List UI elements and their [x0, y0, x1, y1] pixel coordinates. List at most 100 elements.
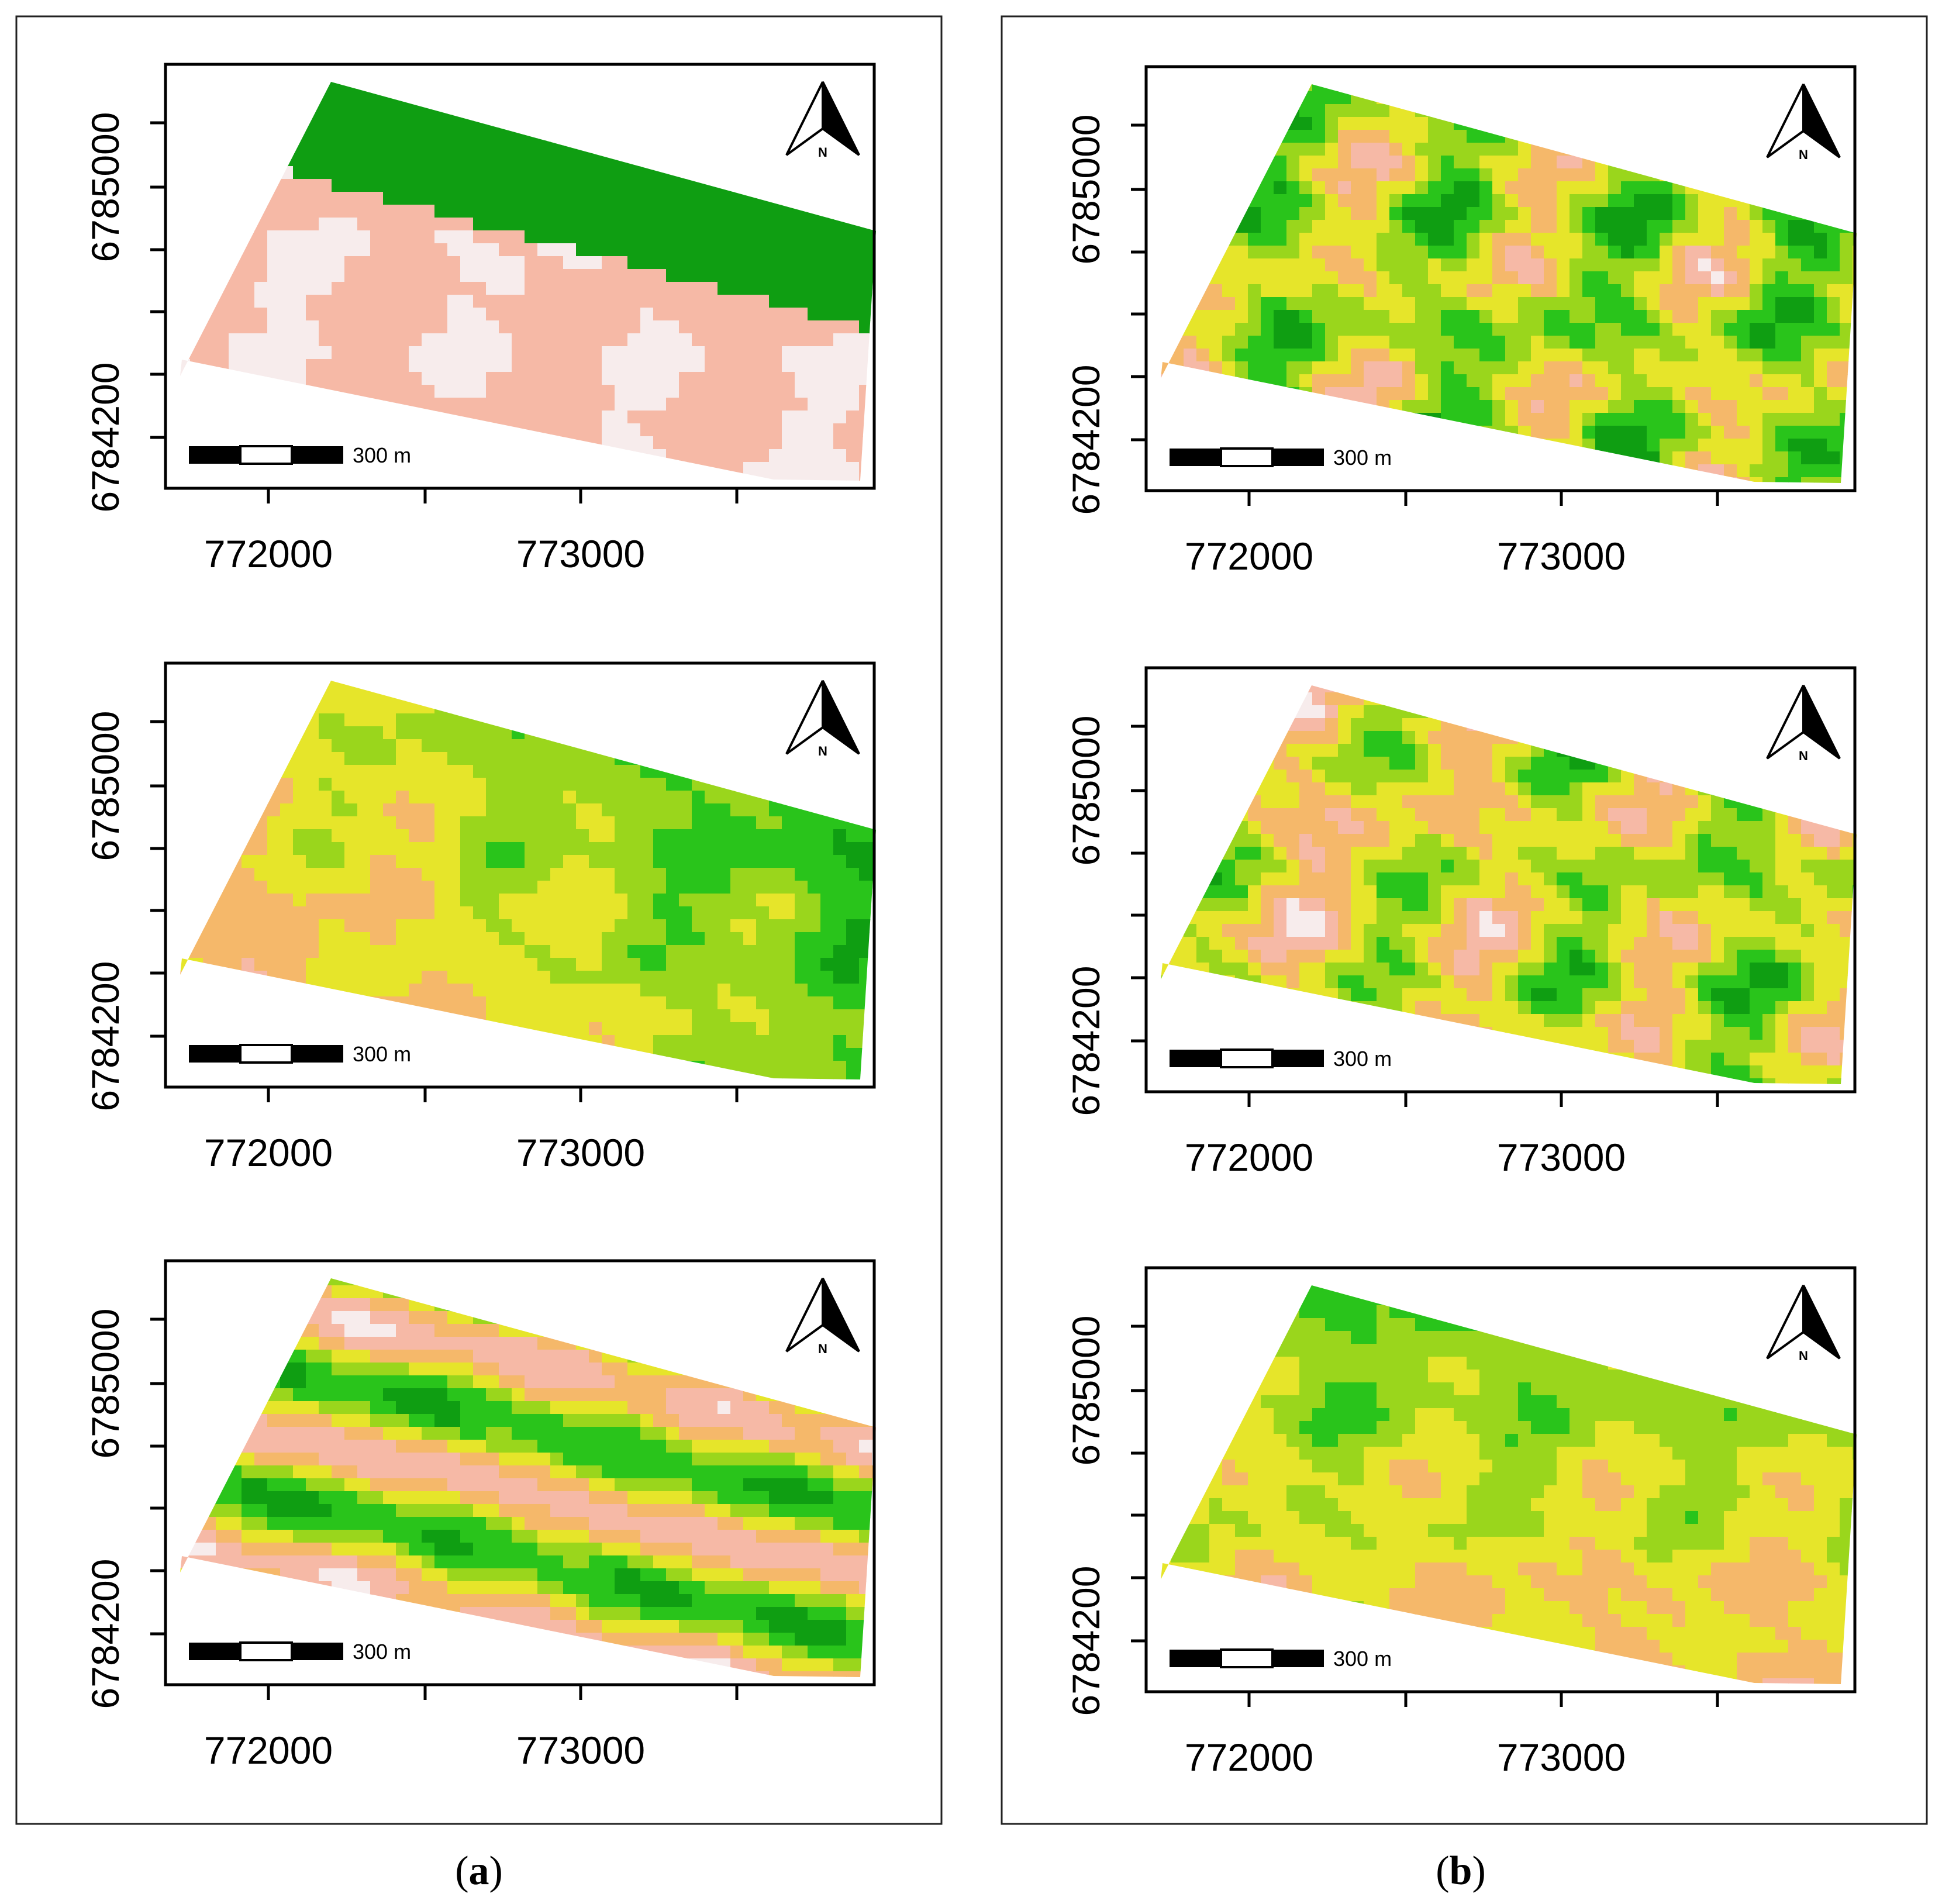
raster-cell: [782, 1478, 795, 1492]
raster-cell: [473, 984, 487, 997]
raster-cell: [820, 398, 834, 411]
raster-cell: [730, 1022, 744, 1036]
raster-cell: [705, 1555, 718, 1569]
raster-cell: [846, 269, 860, 282]
raster-cell: [357, 1401, 371, 1415]
raster-cell: [833, 1530, 847, 1543]
raster-cell: [602, 868, 615, 881]
raster-cell: [615, 881, 628, 894]
raster-cell: [692, 218, 705, 231]
raster-cell: [525, 778, 538, 791]
raster-cell: [589, 1350, 602, 1363]
raster-cell: [589, 906, 602, 920]
raster-cell: [756, 449, 770, 463]
raster-cell: [666, 308, 679, 321]
raster-cell: [846, 346, 860, 360]
raster-cell: [808, 308, 821, 321]
raster-cell: [216, 919, 229, 933]
raster-cell: [319, 1337, 332, 1350]
raster-cell: [679, 449, 692, 463]
raster-cell: [383, 115, 396, 128]
raster-cell: [409, 1427, 422, 1440]
raster-cell: [666, 179, 679, 192]
raster-cell: [743, 855, 757, 868]
raster-cell: [280, 803, 294, 817]
raster-cell: [808, 320, 821, 334]
raster-cell: [486, 971, 499, 984]
raster-cell: [705, 1414, 718, 1427]
raster-cell: [705, 984, 718, 997]
raster-cell: [486, 1375, 499, 1389]
raster-cell: [512, 153, 525, 167]
raster-cell: [512, 192, 525, 205]
raster-cell: [447, 1427, 461, 1440]
raster-cell: [447, 166, 461, 180]
raster-cell: [512, 816, 525, 830]
raster-cell: [576, 1363, 589, 1376]
raster-cell: [769, 1440, 782, 1453]
raster-cell: [422, 372, 435, 385]
raster-cell: [769, 295, 782, 308]
raster-cell: [357, 816, 371, 830]
raster-cell: [602, 295, 615, 308]
raster-cell: [550, 333, 564, 347]
raster-cell: [280, 192, 294, 205]
raster-cell: [550, 423, 564, 437]
raster-cell: [512, 218, 525, 231]
raster-cell: [833, 359, 847, 372]
raster-cell: [267, 855, 281, 868]
raster-cell: [795, 984, 808, 997]
raster-cell: [525, 932, 538, 946]
raster-cell: [525, 205, 538, 218]
raster-cell: [306, 881, 319, 894]
raster-cell: [730, 1401, 744, 1415]
raster-cell: [512, 1009, 525, 1023]
raster-cell: [434, 1363, 448, 1376]
raster-cell: [692, 1478, 705, 1492]
raster-cell: [357, 282, 371, 295]
raster-cell: [525, 372, 538, 385]
raster-cell: [859, 894, 872, 907]
raster-cell: [396, 102, 409, 115]
raster-cell: [705, 868, 718, 881]
raster-cell: [666, 423, 679, 437]
raster-cell: [306, 1555, 319, 1569]
raster-cell: [332, 153, 345, 167]
raster-cell: [653, 803, 667, 817]
raster-cell: [640, 1568, 654, 1582]
raster-cell: [769, 282, 782, 295]
raster-cell: [306, 256, 319, 270]
raster-cell: [563, 816, 577, 830]
raster-cell: [782, 256, 795, 270]
raster-cell: [434, 842, 448, 856]
raster-cell: [808, 1504, 821, 1517]
raster-cell: [383, 739, 396, 753]
north-label: N: [818, 744, 827, 758]
raster-cell: [460, 778, 474, 791]
raster-cell: [370, 308, 384, 321]
raster-cell: [396, 256, 409, 270]
raster-cell: [216, 320, 229, 334]
raster-cell: [537, 791, 551, 804]
raster-cell: [859, 230, 872, 244]
raster-cell: [512, 1388, 525, 1402]
raster-cell: [332, 713, 345, 727]
raster-cell: [846, 1465, 860, 1479]
raster-cell: [422, 1324, 435, 1337]
raster-cell: [242, 359, 255, 372]
raster-cell: [499, 1350, 512, 1363]
raster-cell: [808, 449, 821, 463]
raster-cell: [280, 816, 294, 830]
raster-cell: [692, 1009, 705, 1023]
raster-cell: [486, 932, 499, 946]
raster-cell: [692, 868, 705, 881]
raster-cell: [499, 1543, 512, 1556]
raster-cell: [293, 1453, 306, 1466]
raster-cell: [370, 701, 384, 714]
raster-cell: [280, 179, 294, 192]
raster-cell: [396, 166, 409, 180]
raster-cell: [563, 1465, 577, 1479]
raster-cell: [332, 803, 345, 817]
raster-cell: [718, 803, 731, 817]
raster-cell: [795, 449, 808, 463]
